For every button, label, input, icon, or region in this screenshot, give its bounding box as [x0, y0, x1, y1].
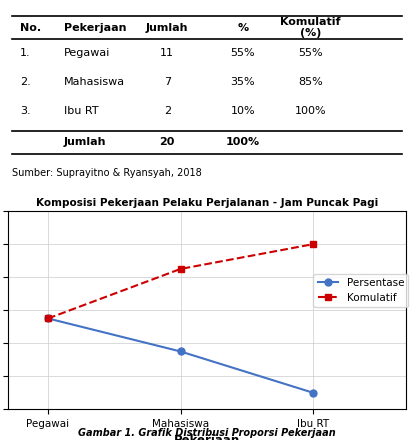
- Komulatif: [178, 266, 183, 271]
- Legend: Persentase, Komulatif: Persentase, Komulatif: [313, 274, 408, 307]
- Text: Ibu RT: Ibu RT: [64, 106, 98, 116]
- Text: Jumlah: Jumlah: [64, 137, 106, 147]
- X-axis label: Pekerjaan: Pekerjaan: [173, 434, 240, 440]
- Text: 3.: 3.: [20, 106, 31, 116]
- Text: Mahasiswa: Mahasiswa: [64, 77, 125, 87]
- Text: 55%: 55%: [230, 48, 254, 59]
- Text: %: %: [237, 22, 248, 33]
- Line: Komulatif: Komulatif: [45, 241, 316, 322]
- Persentase: [45, 316, 50, 321]
- Text: 10%: 10%: [230, 106, 254, 116]
- Title: Komposisi Pekerjaan Pelaku Perjalanan - Jam Puncak Pagi: Komposisi Pekerjaan Pelaku Perjalanan - …: [36, 198, 377, 208]
- Text: 11: 11: [160, 48, 174, 59]
- Text: 100%: 100%: [294, 106, 325, 116]
- Text: 100%: 100%: [225, 137, 259, 147]
- Text: No.: No.: [20, 22, 41, 33]
- Persentase: [310, 390, 315, 396]
- Line: Persentase: Persentase: [45, 315, 316, 396]
- Text: 55%: 55%: [297, 48, 322, 59]
- Text: 2.: 2.: [20, 77, 31, 87]
- Text: 7: 7: [163, 77, 171, 87]
- Text: 85%: 85%: [297, 77, 322, 87]
- Persentase: [178, 349, 183, 354]
- Text: Sumber: Suprayitno & Ryansyah, 2018: Sumber: Suprayitno & Ryansyah, 2018: [12, 168, 202, 178]
- Text: Gambar 1. Grafik Distribusi Proporsi Pekerjaan: Gambar 1. Grafik Distribusi Proporsi Pek…: [78, 428, 335, 438]
- Komulatif: [310, 242, 315, 247]
- Text: Pegawai: Pegawai: [64, 48, 110, 59]
- Komulatif: [45, 316, 50, 321]
- Text: Jumlah: Jumlah: [146, 22, 188, 33]
- Text: 20: 20: [159, 137, 175, 147]
- Text: 35%: 35%: [230, 77, 254, 87]
- Text: Pekerjaan: Pekerjaan: [64, 22, 126, 33]
- Text: 2: 2: [163, 106, 171, 116]
- Text: Komulatif
(%): Komulatif (%): [280, 17, 340, 38]
- Text: 1.: 1.: [20, 48, 31, 59]
